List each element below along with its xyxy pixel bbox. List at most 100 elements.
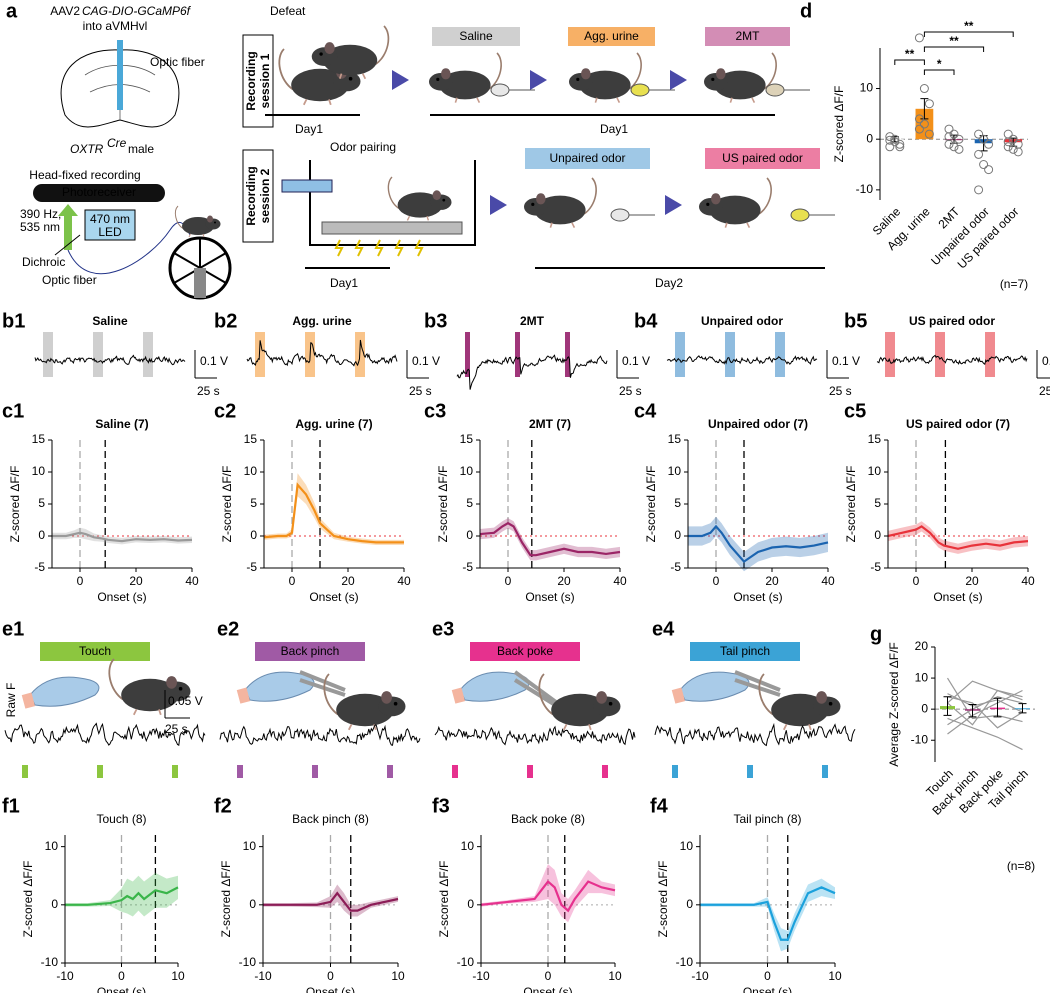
axis-label: Onset (s)	[309, 590, 358, 604]
raw-trace	[434, 725, 636, 746]
step-label: Unpaired odor	[549, 151, 625, 165]
session-label: Recording	[244, 166, 258, 225]
chart-title: Agg. urine (7)	[295, 417, 372, 431]
mouse-body	[579, 70, 631, 100]
y-tick-label: 10	[860, 81, 874, 95]
panel-label: g	[870, 623, 882, 645]
mean-line	[700, 886, 836, 941]
x-tick-label: 0	[764, 969, 771, 983]
y-tick-label: -10	[856, 182, 874, 196]
stimulus-band	[725, 332, 735, 377]
y-tick-label: 15	[32, 432, 46, 446]
mouse-tail	[323, 673, 339, 716]
error-bar	[993, 697, 1002, 718]
raw-trace	[219, 724, 421, 746]
label: Cre	[107, 136, 127, 150]
mouse-illustration	[278, 48, 361, 106]
panel-label: b3	[424, 310, 447, 332]
data-point	[944, 139, 954, 149]
data-point	[944, 132, 954, 142]
x-tick-label: 20	[965, 574, 979, 588]
stimulus-band	[143, 332, 153, 377]
session-label: session 2	[258, 168, 272, 223]
step-label: Agg. urine	[584, 29, 639, 43]
mouse-ear	[536, 193, 546, 205]
stimulus-band	[515, 332, 520, 377]
step-label: Saline	[459, 29, 493, 43]
mouse-eye	[576, 77, 580, 81]
axis-label: Onset (s)	[733, 590, 782, 604]
mouse-eye	[436, 77, 440, 81]
stimulus-tick	[452, 765, 458, 778]
label: Head-fixed recording	[29, 168, 140, 182]
mouse-eye	[319, 52, 323, 56]
y-tick-label: 15	[244, 432, 258, 446]
error-band	[688, 516, 828, 572]
x-tick-label: 20	[129, 574, 143, 588]
y-tick-label: -5	[246, 560, 257, 574]
swab	[765, 83, 785, 97]
y-tick-label: -5	[870, 560, 881, 574]
mouse-ear	[324, 42, 335, 55]
stimulus-box	[255, 642, 365, 661]
glove	[244, 671, 315, 702]
data-point	[1013, 147, 1023, 157]
label: 470 nm	[90, 212, 130, 226]
y-tick-label: 0	[249, 897, 256, 911]
significance-bracket	[923, 31, 1014, 37]
mouse-illustration	[108, 658, 191, 716]
mouse-ear	[581, 68, 591, 80]
error-bar	[1018, 703, 1027, 714]
data-point	[974, 185, 984, 195]
chart-title: Touch (8)	[96, 812, 146, 826]
axis-label: Z-scored ΔF/F	[220, 466, 234, 543]
axis-label: Average Z-scored ΔF/F	[887, 642, 901, 767]
x-tick-label: 10	[171, 969, 185, 983]
step-box	[705, 148, 820, 169]
significance-label: **	[964, 19, 974, 33]
significance-bracket	[923, 69, 955, 75]
chart-title: Tail pinch (8)	[733, 812, 801, 826]
mouse-eye	[442, 198, 446, 202]
forceps	[734, 670, 781, 697]
error-bar	[920, 98, 929, 120]
y-tick-label: 5	[674, 496, 681, 510]
mouse-body	[714, 70, 766, 100]
error-band	[481, 864, 615, 923]
raw-trace	[4, 722, 206, 746]
mouse-feet	[188, 233, 205, 238]
scale-label: 25 s	[197, 384, 220, 398]
optic-fiber	[117, 40, 123, 110]
raw-trace	[246, 339, 398, 367]
stimulus-band	[93, 332, 103, 377]
y-tick-label: 10	[243, 839, 257, 853]
individual-line	[947, 689, 1023, 726]
x-tick-label: 0	[505, 574, 512, 588]
mouse-tail	[108, 658, 124, 701]
significance-bracket	[923, 46, 985, 52]
y-tick-label: -5	[34, 560, 45, 574]
stimulus-band	[985, 332, 995, 377]
stimulus-tick	[822, 765, 828, 778]
stimulus-label: Back poke	[497, 644, 553, 658]
data-point	[890, 137, 900, 147]
mouse-illustration	[429, 52, 502, 103]
axis-label: Onset (s)	[933, 590, 982, 604]
data-point	[919, 84, 929, 94]
mouse-illustration	[538, 673, 621, 731]
stimulus-label: Touch	[79, 644, 111, 658]
mouse-eye	[706, 202, 710, 206]
mouse-tail	[763, 52, 777, 90]
y-tick-label: -10	[911, 732, 929, 746]
panel-label: e3	[432, 618, 454, 640]
panel-label: c4	[634, 400, 657, 422]
mouse-feet	[724, 222, 751, 228]
mouse-body	[771, 693, 829, 727]
sample-size: (n=7)	[1000, 277, 1028, 291]
axis-label: Z-scored ΔF/F	[219, 861, 233, 938]
mean-line	[479, 521, 621, 557]
individual-line	[946, 677, 1023, 723]
data-point	[949, 129, 959, 139]
light-arrow	[58, 204, 78, 250]
